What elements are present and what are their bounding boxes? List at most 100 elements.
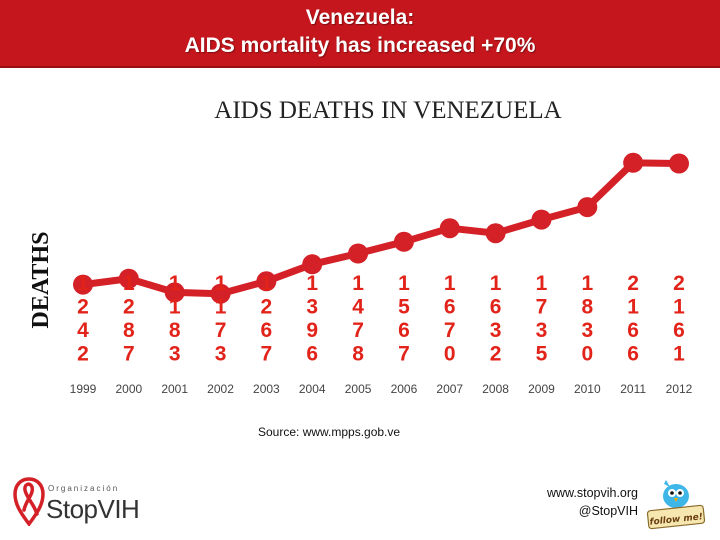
data-points-group	[73, 152, 689, 304]
stopvih-logo: Organización StopVIH	[12, 474, 182, 530]
chart-title: AIDS DEATHS IN VENEZUELA	[214, 97, 561, 124]
value-label-2004-digit-3: 9	[306, 319, 318, 342]
x-tick-labels-group: 1999 2000 2001 2002 2003 2004 2005 2006 2007 2008…	[70, 382, 693, 396]
value-label-2010-digit-1: 1	[581, 272, 593, 295]
value-label-2003-digit-2: 2	[261, 296, 273, 319]
value-label-2002-digit-2: 1	[215, 296, 227, 319]
data-point-2012	[669, 153, 689, 174]
value-label-2012-digit-1: 2	[673, 272, 685, 295]
x-tick-label-2009: 2009	[528, 382, 555, 396]
x-tick-label-2002: 2002	[207, 382, 234, 396]
x-tick-label-2001: 2001	[161, 382, 188, 396]
x-tick-label-2011: 2011	[620, 382, 646, 396]
title-line-2: AIDS mortality has increased +70%	[184, 34, 536, 57]
value-label-2009-digit-1: 1	[536, 272, 548, 295]
twitter-bird-icon[interactable]: follow me!	[646, 478, 708, 530]
x-tick-label-2003: 2003	[253, 382, 280, 396]
data-point-2005	[348, 243, 369, 264]
value-label-2004-digit-4: 6	[306, 343, 318, 366]
value-label-2011-digit-4: 6	[627, 343, 639, 366]
value-label-2003-digit-3: 6	[261, 319, 273, 342]
value-label-2007-digit-4: 0	[444, 343, 456, 366]
x-tick-label-2004: 2004	[299, 382, 326, 396]
value-label-2005-digit-3: 7	[352, 319, 364, 342]
value-label-2003-digit-1: 1	[261, 272, 273, 295]
logo-brand-text: StopVIH	[46, 494, 140, 524]
title-banner: Venezuela: AIDS mortality has increased …	[0, 0, 720, 68]
value-label-2001-digit-3: 8	[169, 319, 181, 342]
value-label-2010-digit-3: 3	[581, 319, 593, 342]
red-ribbon-pin-icon	[13, 477, 45, 526]
value-label-2004-digit-1: 1	[306, 272, 318, 295]
x-tick-label-1999: 1999	[70, 382, 97, 396]
data-point-1999	[73, 274, 93, 295]
value-label-2006-digit-4: 7	[398, 343, 410, 366]
contact-info: www.stopvih.org @StopVIH	[547, 484, 638, 520]
x-tick-label-2000: 2000	[115, 382, 142, 396]
value-label-2008-digit-1: 1	[490, 272, 502, 295]
value-label-2007-digit-1: 1	[444, 272, 456, 295]
value-label-2011-digit-3: 6	[627, 319, 639, 342]
data-point-2003	[256, 271, 277, 292]
website-link[interactable]: www.stopvih.org	[546, 486, 638, 500]
aids-deaths-chart: AIDS DEATHS IN VENEZUELA DEATHS 12421287…	[28, 97, 693, 396]
data-point-2001	[164, 282, 185, 303]
value-label-1999-digit-4: 2	[77, 343, 89, 366]
x-tick-label-2010: 2010	[574, 382, 601, 396]
value-label-2005-digit-1: 1	[352, 272, 364, 295]
value-label-2010-digit-4: 0	[581, 343, 593, 366]
value-label-2000-digit-3: 8	[123, 319, 135, 342]
x-tick-label-2006: 2006	[391, 382, 418, 396]
value-label-2009-digit-2: 7	[536, 296, 548, 319]
value-label-2011-digit-2: 1	[627, 296, 639, 319]
value-label-2009-digit-4: 5	[536, 343, 548, 366]
value-label-2005-digit-4: 8	[352, 343, 364, 366]
value-label-2012-digit-3: 6	[673, 319, 685, 342]
value-label-2001-digit-4: 3	[169, 343, 181, 366]
twitter-handle[interactable]: @StopVIH	[578, 504, 638, 518]
value-label-2000-digit-2: 2	[123, 296, 135, 319]
value-label-2012-digit-4: 1	[673, 343, 685, 366]
value-label-2002-digit-3: 7	[215, 319, 227, 342]
data-point-2011	[623, 152, 644, 173]
value-label-2007-digit-2: 6	[444, 296, 456, 319]
data-point-2008	[485, 223, 506, 244]
value-label-2005-digit-2: 4	[352, 296, 364, 319]
data-point-2000	[118, 268, 139, 289]
data-point-2004	[302, 254, 323, 275]
x-tick-label-2012: 2012	[666, 382, 693, 396]
value-label-2006-digit-1: 1	[398, 272, 410, 295]
data-point-2009	[531, 209, 552, 230]
x-tick-label-2007: 2007	[436, 382, 463, 396]
value-label-2010-digit-2: 8	[581, 296, 593, 319]
value-label-2006-digit-3: 6	[398, 319, 410, 342]
value-label-2002-digit-4: 3	[215, 343, 227, 366]
value-label-2011-digit-1: 2	[627, 272, 639, 295]
value-label-2012-digit-2: 1	[673, 296, 685, 319]
data-point-2002	[210, 283, 231, 304]
value-label-2004-digit-2: 3	[306, 296, 318, 319]
value-label-2006-digit-2: 5	[398, 296, 410, 319]
value-label-2000-digit-4: 7	[123, 343, 135, 366]
value-label-2001-digit-1: 1	[169, 272, 181, 295]
title-line-1: Venezuela:	[305, 6, 415, 29]
value-label-2000-digit-1: 1	[123, 272, 135, 295]
x-tick-label-2005: 2005	[345, 382, 372, 396]
value-label-2001-digit-2: 1	[169, 296, 181, 319]
value-label-2009-digit-3: 3	[536, 319, 548, 342]
data-point-2007	[439, 218, 460, 239]
value-label-2003-digit-4: 7	[261, 343, 273, 366]
value-label-1999-digit-3: 4	[77, 319, 89, 342]
value-label-1999-digit-2: 2	[77, 296, 89, 319]
logo-org-text: Organización	[48, 484, 120, 493]
value-label-2008-digit-3: 3	[490, 319, 502, 342]
data-point-2010	[577, 197, 598, 218]
value-label-2002-digit-1: 1	[215, 272, 227, 295]
data-labels-group: 1242128711831173126713961478156716701632…	[77, 272, 685, 366]
value-label-2007-digit-3: 7	[444, 319, 456, 342]
value-label-2008-digit-4: 2	[490, 343, 502, 366]
x-tick-label-2008: 2008	[482, 382, 509, 396]
y-axis-label: DEATHS	[28, 232, 54, 329]
value-label-2008-digit-2: 6	[490, 296, 502, 319]
source-note: Source: www.mpps.gob.ve	[258, 425, 401, 439]
